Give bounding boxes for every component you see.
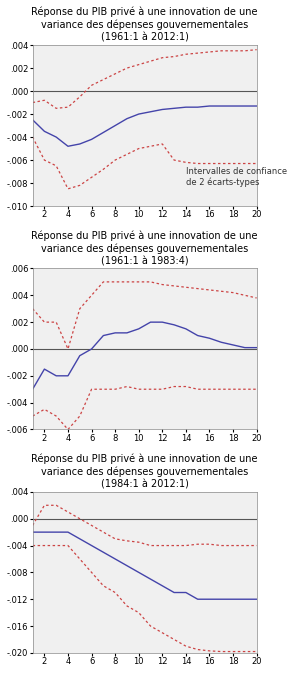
Title: Réponse du PIB privé à une innovation de une
variance des dépenses gouvernementa: Réponse du PIB privé à une innovation de… [31,454,258,490]
Text: Intervalles de confiance
de 2 écarts-types: Intervalles de confiance de 2 écarts-typ… [186,168,287,187]
Title: Réponse du PIB privé à une innovation de une
variance des dépenses gouvernementa: Réponse du PIB privé à une innovation de… [31,7,258,43]
Title: Réponse du PIB privé à une innovation de une
variance des dépenses gouvernementa: Réponse du PIB privé à une innovation de… [31,230,258,267]
